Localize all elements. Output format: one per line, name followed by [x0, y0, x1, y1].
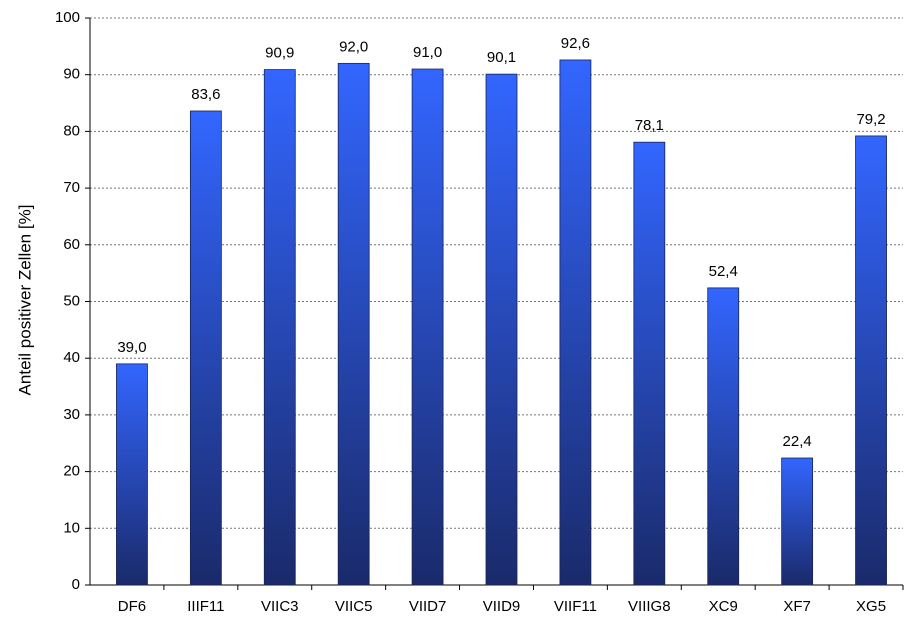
y-tick-label: 70: [63, 179, 80, 196]
data-label: 39,0: [117, 339, 146, 356]
y-tick-label: 60: [63, 236, 80, 253]
data-label: 90,1: [487, 49, 516, 66]
bar: [411, 68, 444, 586]
x-tick-label: VIID7: [409, 598, 447, 615]
x-tick-label: VIIC5: [335, 598, 373, 615]
x-tick-label: VIIC3: [261, 598, 299, 615]
data-label: 52,4: [709, 263, 738, 280]
bar: [263, 69, 296, 586]
x-tick-label: VIIIG8: [628, 598, 671, 615]
x-tick-label: IIIF11: [187, 598, 224, 615]
y-tick-label: 80: [63, 122, 80, 139]
bar: [559, 59, 592, 586]
data-label: 92,6: [561, 35, 590, 52]
data-label: 90,9: [265, 45, 294, 62]
bar: [781, 457, 814, 586]
bar: [189, 110, 222, 586]
x-tick-label: VIIF11: [554, 598, 597, 615]
bar: [633, 141, 666, 586]
bar: [855, 135, 887, 586]
y-tick-label: 10: [63, 519, 80, 536]
bar: [707, 287, 740, 586]
data-label: 83,6: [191, 86, 220, 103]
data-label: 22,4: [783, 433, 812, 450]
y-tick-label: 30: [63, 406, 80, 423]
y-tick-label: 90: [63, 66, 80, 83]
bar: [116, 363, 148, 586]
x-tick-label: DF6: [118, 598, 146, 615]
data-label: 91,0: [413, 44, 442, 61]
y-axis-label: Anteil positiver Zellen [%]: [15, 205, 34, 396]
bar: [337, 62, 370, 586]
data-label: 79,2: [856, 111, 885, 128]
y-tick-label: 40: [63, 349, 80, 366]
x-tick-label: XF7: [783, 598, 811, 615]
y-tick-label: 20: [63, 463, 80, 480]
data-label: 92,0: [339, 38, 368, 55]
y-tick-label: 0: [72, 576, 80, 593]
data-label: 78,1: [635, 117, 664, 134]
x-tick-label: XG5: [856, 598, 886, 615]
y-tick-label: 100: [55, 9, 80, 26]
y-tick-label: 50: [63, 292, 80, 309]
x-tick-label: XC9: [709, 598, 738, 615]
bar: [485, 73, 518, 586]
x-tick-label: VIID9: [483, 598, 521, 615]
